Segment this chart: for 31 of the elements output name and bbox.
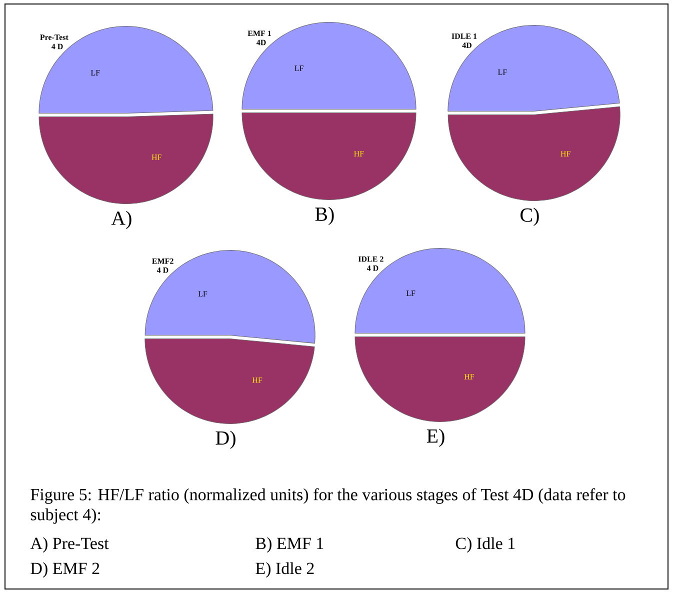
text: EMF2 xyxy=(152,258,174,264)
text: EMF 1 xyxy=(248,30,271,36)
text: B) EMF 1 xyxy=(256,537,324,553)
text: E) xyxy=(426,428,444,447)
slice-label: LF xyxy=(498,70,507,75)
text: 4 D xyxy=(366,265,378,271)
text: A) xyxy=(111,210,132,230)
text: A) Pre-Test xyxy=(30,537,109,553)
slice-label: HF xyxy=(252,377,262,383)
text: B) xyxy=(315,206,334,226)
caption: Figure 5: HF/LF ratio (normalized units) for the various stages of Test 4D (data refer to subject 4): xyxy=(30,488,626,524)
slice-label: LF xyxy=(198,291,208,297)
slice-label: HF xyxy=(152,154,162,160)
text: C) xyxy=(520,208,539,226)
text: D) xyxy=(216,430,236,449)
text: C) Idle 1 xyxy=(456,537,515,553)
slice-label: HF xyxy=(354,151,364,156)
text: IDLE 1 xyxy=(452,34,477,39)
text: D) EMF 2 xyxy=(30,562,100,578)
slice-label: LF xyxy=(294,66,304,71)
text: Pre-Test xyxy=(40,34,68,40)
text: IDLE 2 xyxy=(358,256,384,262)
slice-label: HF xyxy=(464,374,474,380)
text: E) Idle 2 xyxy=(256,562,314,578)
text: 4D xyxy=(462,42,472,48)
text: 4 D xyxy=(156,267,168,273)
text: 4 D xyxy=(51,44,63,50)
slice-label: LF xyxy=(90,70,100,76)
text: 4D xyxy=(256,40,266,46)
slice-label: HF xyxy=(560,151,570,156)
slice-label: LF xyxy=(406,290,416,296)
